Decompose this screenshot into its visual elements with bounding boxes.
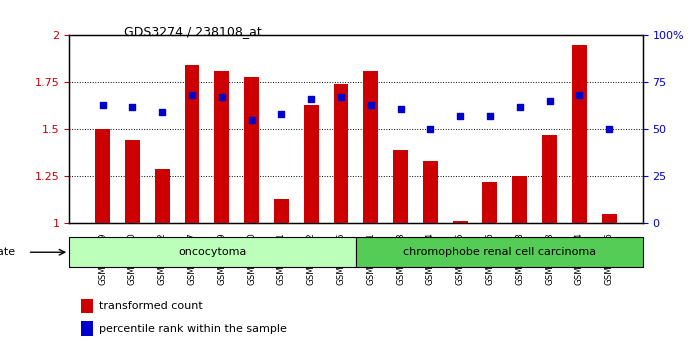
Point [484,113,495,119]
Point [246,117,257,123]
Point [395,106,406,112]
Bar [542,135,557,223]
Point [366,102,377,108]
Bar [81,299,93,313]
Text: percentile rank within the sample: percentile rank within the sample [99,324,287,334]
Point [97,102,108,108]
Text: oncocytoma: oncocytoma [178,247,247,257]
Point [544,98,555,104]
Bar [363,71,378,223]
Point [127,104,138,109]
Bar [274,199,289,223]
Bar [304,105,319,223]
Bar [356,237,643,267]
Point [425,126,436,132]
Bar [81,321,93,336]
Bar [423,161,438,223]
Point [276,112,287,117]
Point [157,109,168,115]
Bar [69,237,356,267]
Bar [184,65,200,223]
Bar [125,141,140,223]
Bar [95,129,110,223]
Text: transformed count: transformed count [99,301,202,311]
Point [305,96,316,102]
Point [187,93,198,98]
Bar [453,221,468,223]
Bar [602,214,616,223]
Point [335,95,346,100]
Bar [214,71,229,223]
Bar [512,176,527,223]
Bar [155,169,170,223]
Bar [334,84,348,223]
Bar [482,182,498,223]
Point [455,113,466,119]
Text: disease state: disease state [0,247,15,257]
Bar [393,150,408,223]
Point [216,95,227,100]
Bar [244,77,259,223]
Bar [572,45,587,223]
Text: GDS3274 / 238108_at: GDS3274 / 238108_at [124,25,262,38]
Point [574,93,585,98]
Text: chromophobe renal cell carcinoma: chromophobe renal cell carcinoma [403,247,596,257]
Point [603,126,614,132]
Point [514,104,525,109]
